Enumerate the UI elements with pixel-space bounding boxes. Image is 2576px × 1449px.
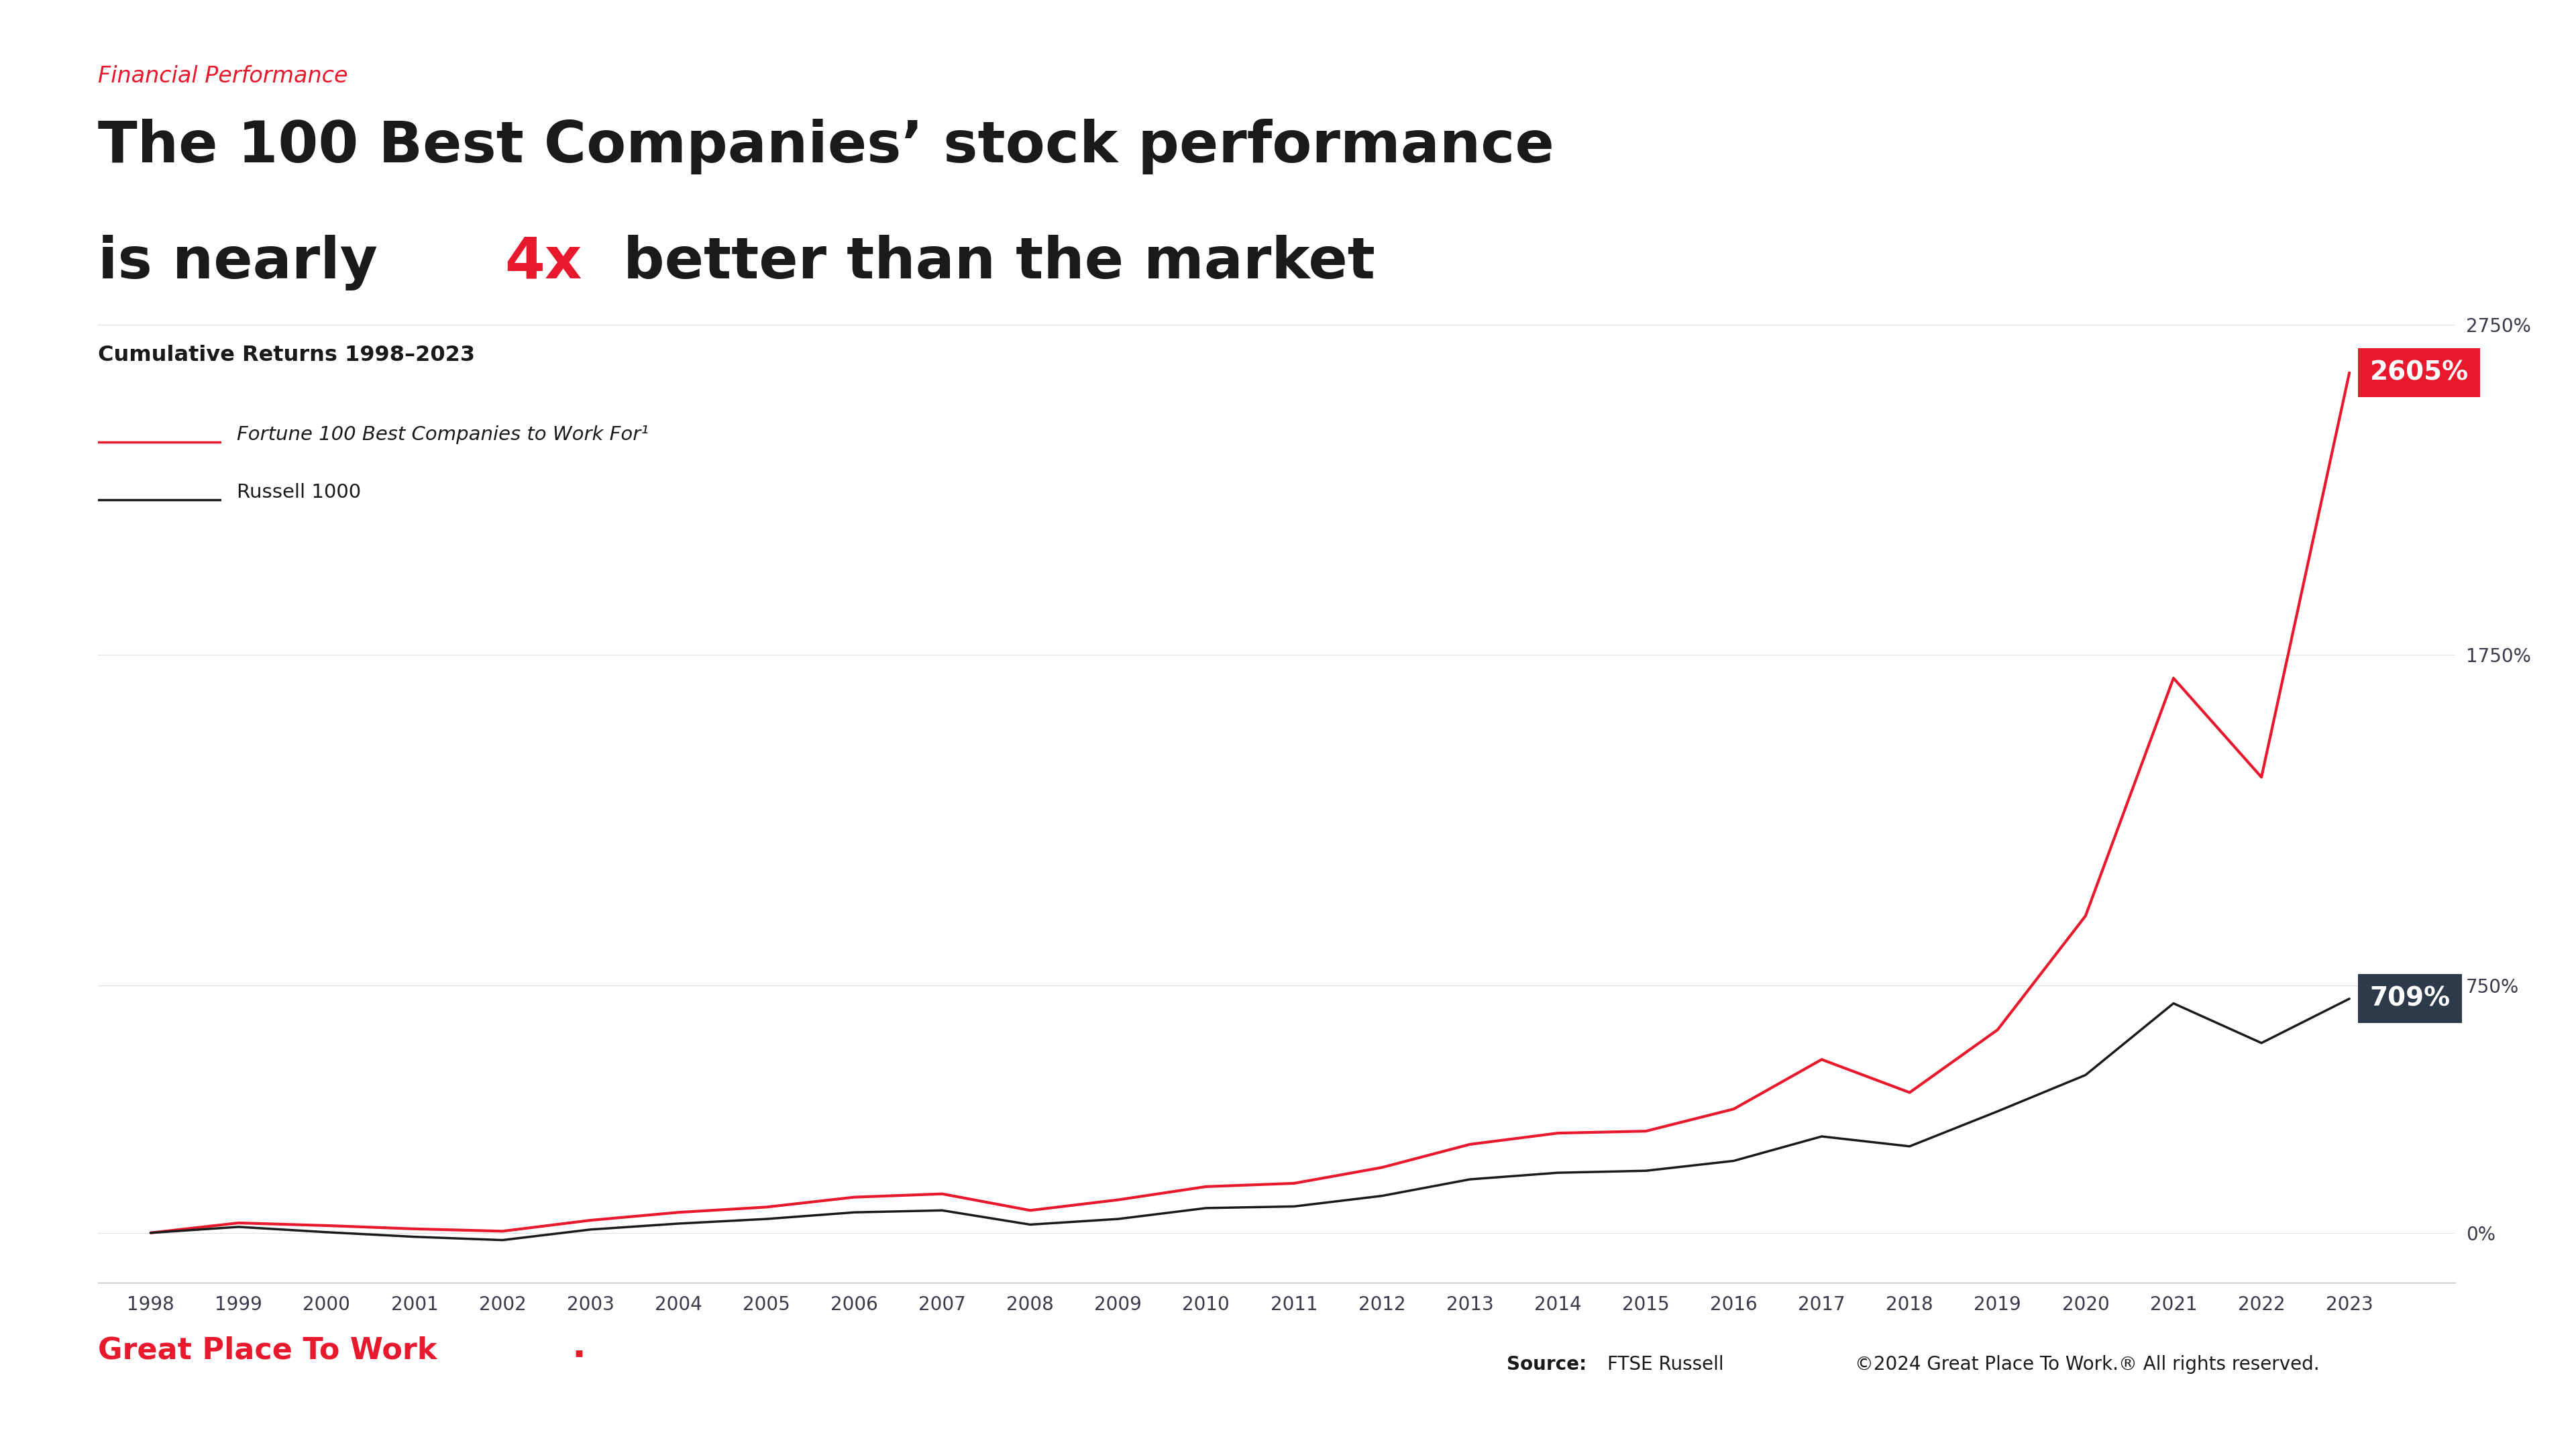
- Text: Great Place To Work: Great Place To Work: [98, 1336, 438, 1365]
- Text: The 100 Best Companies’ stock performance: The 100 Best Companies’ stock performanc…: [98, 119, 1553, 174]
- Text: is nearly: is nearly: [98, 235, 397, 290]
- Text: Russell 1000: Russell 1000: [237, 484, 361, 501]
- Text: ©2024 Great Place To Work.® All rights reserved.: ©2024 Great Place To Work.® All rights r…: [1855, 1355, 2318, 1374]
- Text: Fortune 100 Best Companies to Work For¹: Fortune 100 Best Companies to Work For¹: [237, 426, 649, 443]
- Text: 4x: 4x: [505, 235, 582, 290]
- Text: 709%: 709%: [2370, 985, 2450, 1011]
- Text: FTSE Russell: FTSE Russell: [1607, 1355, 1723, 1374]
- Text: .: .: [572, 1329, 585, 1365]
- Text: Cumulative Returns 1998–2023: Cumulative Returns 1998–2023: [98, 345, 474, 365]
- Text: Source:: Source:: [1507, 1355, 1587, 1374]
- Text: Financial Performance: Financial Performance: [98, 65, 348, 87]
- Text: 2605%: 2605%: [2370, 359, 2468, 385]
- Text: better than the market: better than the market: [603, 235, 1376, 290]
